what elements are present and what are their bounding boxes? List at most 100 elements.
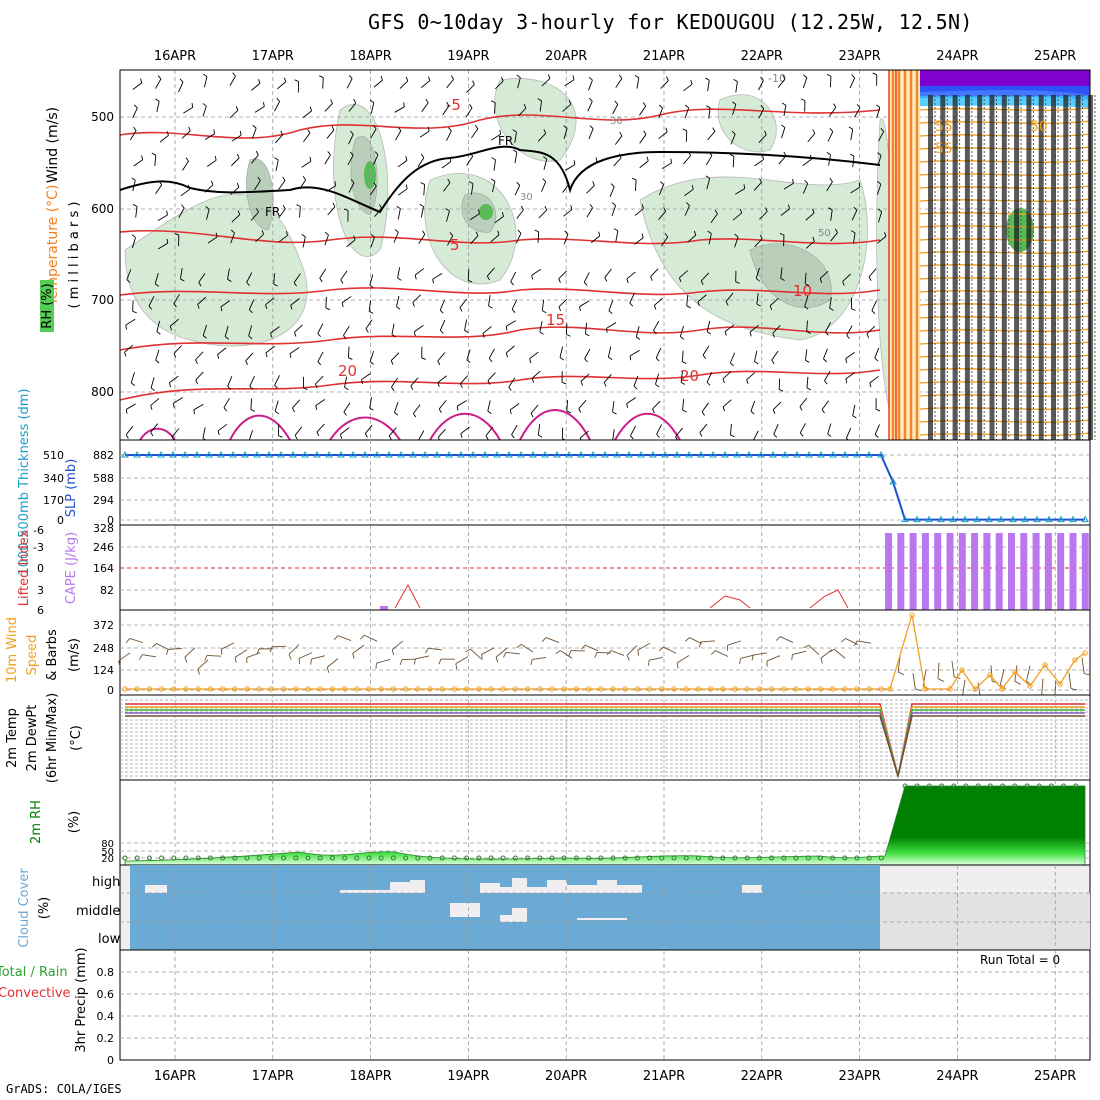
wind-barb [316, 431, 320, 437]
thickness-marker [781, 451, 789, 458]
wind-barb [215, 232, 218, 238]
thickness-marker [757, 451, 765, 458]
thickness-marker [385, 451, 393, 458]
wind-barb [614, 135, 623, 145]
wind-barb [326, 185, 336, 192]
wind-barb [195, 379, 198, 385]
wind-barb [138, 654, 143, 660]
wind10-marker [329, 686, 336, 692]
rh2m-marker [415, 855, 421, 861]
wind-barb [344, 376, 348, 388]
wind-barb [289, 353, 292, 358]
wind-barb [842, 273, 851, 282]
wind-barb [270, 332, 273, 338]
wind-barb [633, 375, 639, 387]
wind-barb [399, 659, 403, 666]
wind-barb [634, 237, 644, 245]
wind-barb [780, 208, 790, 216]
wind-barb [150, 423, 159, 433]
wind-barb [1081, 657, 1085, 674]
wind-barb [766, 655, 781, 662]
wind-barb [520, 205, 524, 211]
wind-barb [562, 103, 572, 112]
wind-barb [348, 74, 353, 79]
wind-barb [512, 149, 518, 153]
contour-label-minus5: -5 [446, 96, 461, 114]
wind-barb [441, 161, 452, 169]
wind-barb [324, 103, 333, 112]
wind-barb [708, 107, 711, 119]
wind-barb [185, 157, 189, 162]
date-label-bottom: 18APR [349, 1069, 391, 1084]
ylabel-minmax: (6hr Min/Max) [45, 693, 60, 783]
wind-barb [732, 104, 737, 116]
thickness-marker [637, 451, 645, 458]
wind-barb [475, 231, 479, 236]
wind-barb [373, 79, 383, 88]
date-label-bottom: 17APR [252, 1069, 294, 1084]
wind-barb [804, 295, 809, 307]
ylabel-rh: RH (%) [40, 283, 55, 328]
wind-barb [829, 648, 835, 653]
wind-barb [205, 206, 210, 210]
thickness-marker [853, 451, 861, 458]
wind-barb [427, 126, 430, 132]
wind-barb [288, 644, 300, 655]
wind-barb [857, 640, 872, 644]
wind-barb [834, 228, 838, 233]
wind-barb [131, 177, 136, 181]
axis-tick-label: 0 [107, 684, 114, 697]
wind-barb [478, 209, 480, 214]
wind-barb [166, 210, 168, 216]
wind-barb [636, 336, 641, 340]
wind-barb [124, 344, 134, 353]
wind10-marker [695, 686, 702, 692]
thickness-marker [265, 451, 273, 458]
rh2m-marker [963, 783, 969, 789]
date-label-top: 16APR [154, 49, 196, 64]
rh2m-marker [256, 855, 262, 861]
wind-barb [566, 400, 569, 412]
wind-barb [445, 208, 450, 212]
wind-barb [531, 268, 542, 276]
wind-barb [274, 384, 278, 389]
wind-barb [758, 80, 764, 91]
wind-barb [486, 267, 495, 277]
wind10-marker [805, 686, 811, 692]
wind-barb [734, 236, 739, 248]
wind-barb [178, 207, 185, 218]
wind-barb [340, 427, 350, 435]
wind-barb [299, 179, 307, 190]
wind-barb [349, 151, 354, 156]
wind-barb [700, 640, 716, 643]
wind-barb [829, 128, 834, 132]
ylabel-slp: SLP (mb) [64, 459, 79, 518]
thickness-marker [433, 451, 441, 458]
wind10-marker [866, 686, 872, 692]
wind-barb [880, 127, 885, 132]
wind-barb [731, 130, 736, 135]
wind-barb [872, 72, 877, 76]
thickness-marker [985, 515, 993, 523]
wind-barb [750, 410, 755, 415]
thickness-marker [445, 451, 453, 458]
wind-barb [158, 242, 168, 250]
wind-barb [542, 310, 547, 314]
wind-barb [612, 429, 615, 441]
wind-barb [204, 76, 208, 88]
wind-barb [594, 652, 598, 658]
wind-barb [521, 643, 534, 653]
wind-barb [515, 232, 522, 244]
date-label-bottom: 22APR [741, 1069, 783, 1084]
wind-barb [253, 180, 261, 191]
thickness-marker [733, 451, 741, 458]
wind-barb [506, 320, 517, 327]
wind-barb [615, 230, 619, 242]
wind-barb [180, 189, 190, 197]
wind-barb [282, 176, 286, 181]
wind-barb [544, 205, 548, 211]
wind-barb [792, 178, 794, 184]
wind10-marker [781, 686, 787, 692]
wind-barb [722, 378, 725, 384]
wind-barb [432, 272, 443, 280]
